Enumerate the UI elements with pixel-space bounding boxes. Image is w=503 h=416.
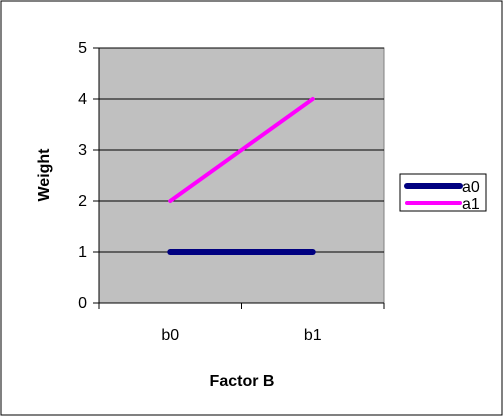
x-tick-label: b1: [304, 327, 322, 344]
legend-label-a1: a1: [462, 196, 480, 213]
series-layer: [167, 97, 316, 255]
y-tick-label: 0: [78, 295, 87, 312]
plot-area: [98, 47, 385, 304]
gridlines: [99, 47, 384, 253]
legend-label-a0: a0: [462, 179, 480, 196]
y-tick-label: 1: [78, 244, 87, 261]
y-tick-label: 4: [78, 91, 87, 108]
axes: 0 1 2 3 4 5 b0 b1: [78, 40, 385, 344]
y-axis-title: Weight: [36, 148, 53, 202]
y-tick-label: 3: [78, 142, 87, 159]
x-tick-label: b0: [161, 327, 179, 344]
y-tick-label: 5: [78, 40, 87, 57]
x-axis-title: Factor B: [210, 373, 275, 390]
series-line-a1: [168, 97, 315, 203]
y-tick-label: 2: [78, 193, 87, 210]
